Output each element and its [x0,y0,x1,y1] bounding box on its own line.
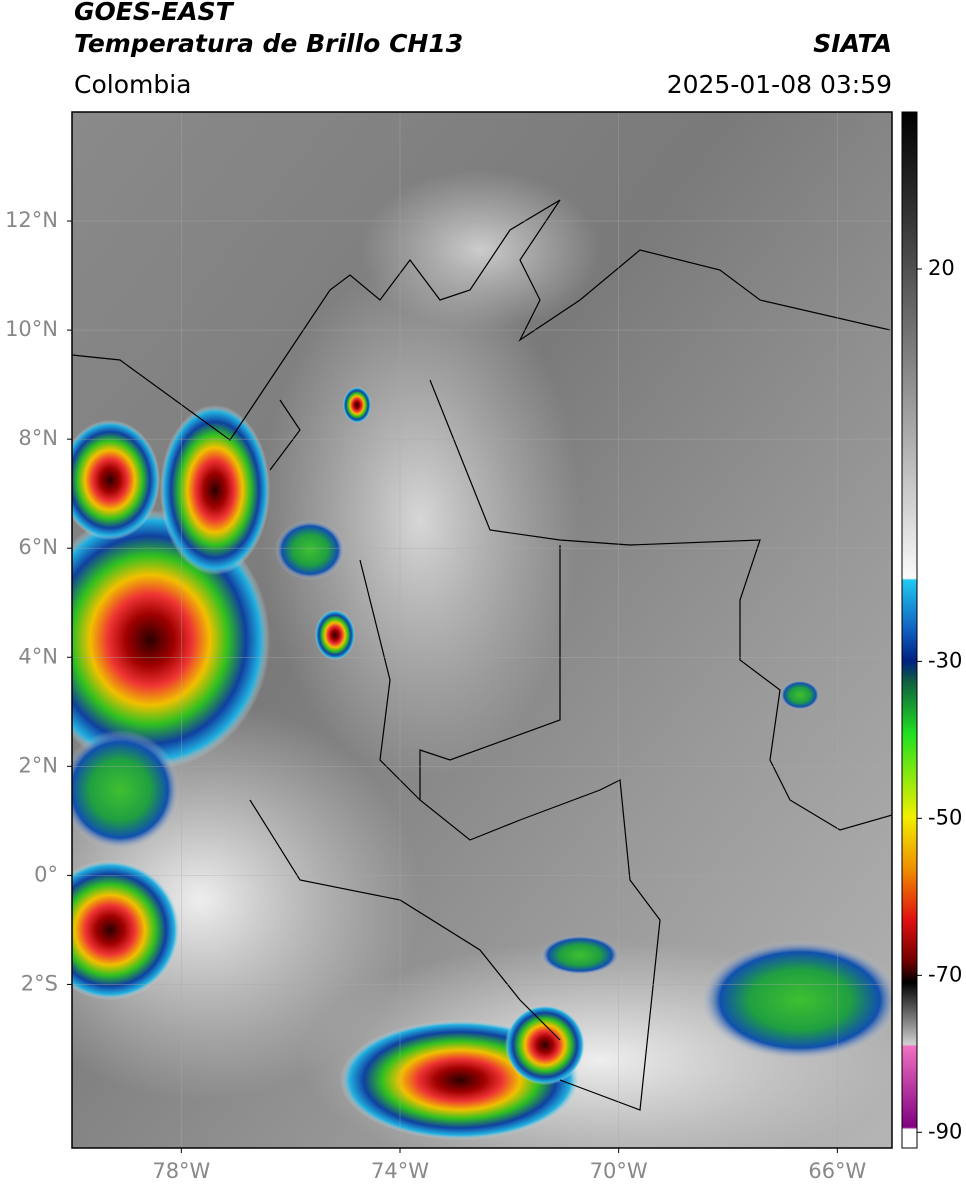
y-tick-label: 12°N [5,208,58,232]
y-tick-label: 4°N [18,644,58,668]
source: SIATA [813,29,892,58]
y-tick-label: 2°N [18,753,58,777]
map-frame [71,111,893,1149]
timestamp: 2025-01-08 03:59 [667,70,892,99]
title: GOES-EAST [74,0,235,26]
colorbar-tick-label: 20 [928,256,955,280]
x-tick-label: 78°W [152,1159,210,1183]
colorbar-tick-label: -30 [928,648,962,672]
region: Colombia [74,70,191,99]
colorbar-tick-label: -50 [928,805,962,829]
x-tick-label: 74°W [371,1159,429,1183]
colorbar-tick-label: -90 [928,1119,962,1143]
imagery [72,112,892,1148]
y-tick-label: 0° [34,862,58,886]
colorbar [901,111,918,1149]
grid [72,112,892,1148]
y-tick-label: 10°N [5,317,58,341]
colorbar-tick-label: -70 [928,962,962,986]
y-tick-label: 6°N [18,535,58,559]
subtitle: Temperatura de Brillo CH13 [74,29,463,58]
y-tick-label: 8°N [18,426,58,450]
x-tick-label: 70°W [590,1159,648,1183]
x-tick-label: 66°W [808,1159,866,1183]
borders [72,199,892,1111]
y-tick-label: 2°S [21,971,58,995]
